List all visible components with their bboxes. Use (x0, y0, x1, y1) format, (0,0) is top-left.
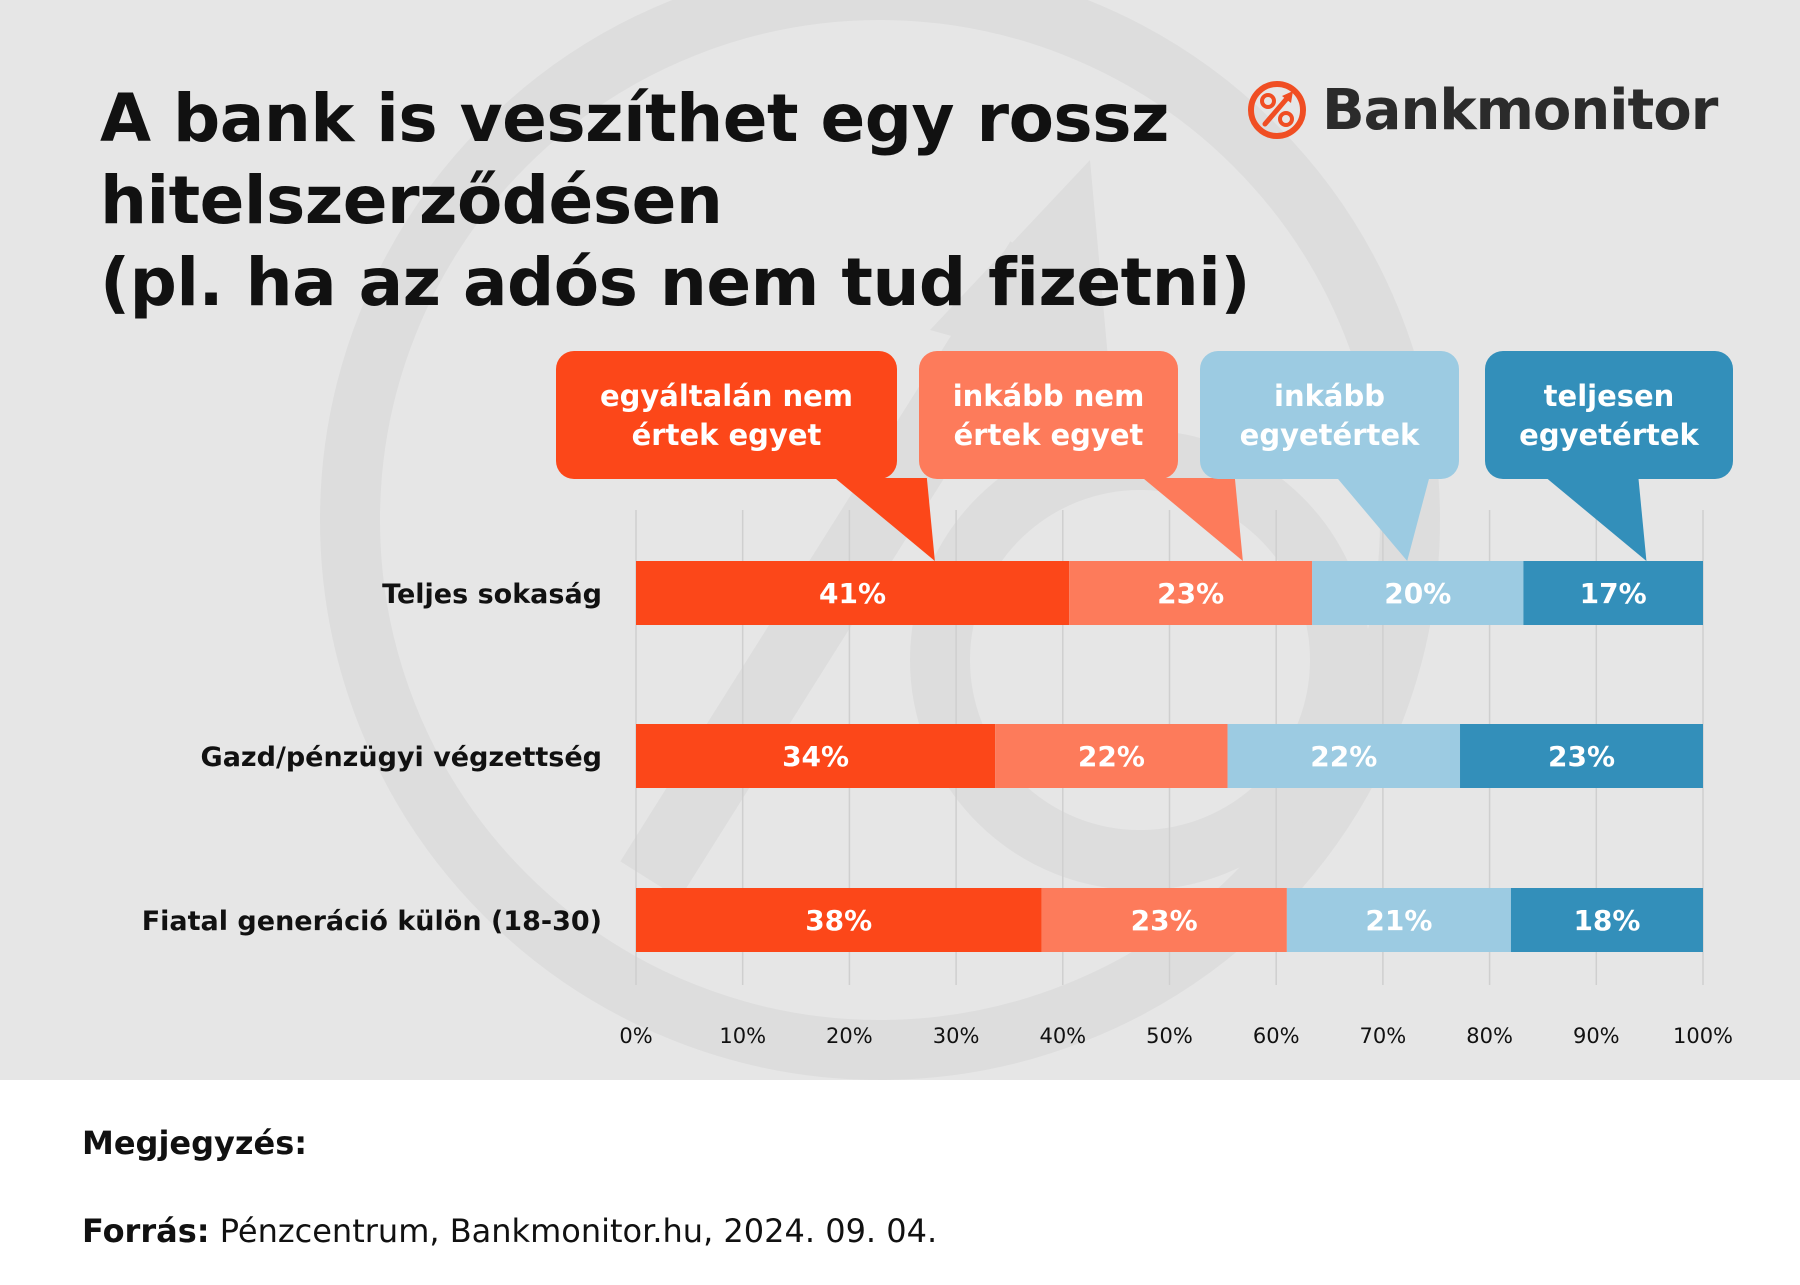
data-label: 22% (1078, 740, 1145, 773)
callout-pointer (1337, 478, 1430, 561)
callout-pointer (834, 478, 935, 561)
x-tick-label: 80% (1466, 1024, 1513, 1048)
source-text: Pénzcentrum, Bankmonitor.hu, 2024. 09. 0… (209, 1212, 938, 1250)
callout-pointer (1142, 478, 1243, 561)
bar-segment (1523, 561, 1703, 625)
category-label: Gazd/pénzügyi végzettség (201, 742, 602, 773)
bar-segment (1460, 724, 1703, 788)
callout-box (1200, 351, 1459, 479)
data-label: 21% (1365, 904, 1432, 937)
data-label: 22% (1310, 740, 1377, 773)
data-label: 38% (805, 904, 872, 937)
data-label: 17% (1580, 577, 1647, 610)
source-label: Forrás: (82, 1212, 210, 1250)
callout-box (556, 351, 897, 479)
bar-segment (1041, 888, 1287, 952)
legend-label: egyetértek (1240, 418, 1420, 452)
legend-label: egyetértek (1519, 418, 1699, 452)
data-label: 34% (782, 740, 849, 773)
bar-segment (1312, 561, 1524, 625)
bar-segment (995, 724, 1228, 788)
chart-title: A bank is veszíthet egy rossz hitelszerz… (100, 78, 1260, 324)
legend-label: egyáltalán nem (600, 379, 853, 413)
callout-box (919, 351, 1178, 479)
note-label: Megjegyzés: (82, 1124, 308, 1162)
x-tick-label: 60% (1253, 1024, 1300, 1048)
callout-pointer (1546, 478, 1647, 561)
data-label: 23% (1131, 904, 1198, 937)
bar-segment (636, 888, 1042, 952)
percent-circle-icon (1248, 81, 1306, 139)
x-tick-label: 20% (826, 1024, 873, 1048)
bar-segment (1510, 888, 1703, 952)
legend-callout: egyáltalán nem értek egyet (556, 351, 935, 561)
category-label: Fiatal generáció külön (18-30) (142, 906, 602, 937)
x-tick-label: 10% (719, 1024, 766, 1048)
legend-callout: teljesen egyetértek (1485, 351, 1733, 561)
bar-segment (1286, 888, 1511, 952)
legend-callout: inkább nem értek egyet (919, 351, 1243, 561)
x-tick-label: 0% (619, 1024, 652, 1048)
x-tick-label: 90% (1573, 1024, 1620, 1048)
data-label: 23% (1157, 577, 1224, 610)
x-tick-label: 100% (1673, 1024, 1733, 1048)
data-label: 41% (819, 577, 886, 610)
x-tick-label: 40% (1039, 1024, 1086, 1048)
title-line-2: hitelszerződésen (100, 162, 723, 239)
chart-panel: A bank is veszíthet egy rossz hitelszerz… (0, 0, 1800, 1080)
legend-callout: inkább egyetértek (1200, 351, 1459, 561)
legend-label: inkább nem (953, 379, 1145, 413)
title-line-1: A bank is veszíthet egy rossz (100, 80, 1169, 157)
logo-text: Bankmonitor (1322, 78, 1718, 143)
bar-segment (1069, 561, 1313, 625)
x-tick-label: 70% (1360, 1024, 1407, 1048)
source-line: Forrás: Pénzcentrum, Bankmonitor.hu, 202… (82, 1212, 937, 1250)
legend-label: teljesen (1544, 379, 1675, 413)
title-line-3: (pl. ha az adós nem tud fizetni) (100, 244, 1251, 321)
bar-segment (636, 561, 1070, 625)
legend-label: inkább (1274, 379, 1385, 413)
legend-label: értek egyet (954, 418, 1144, 452)
callout-box (1485, 351, 1733, 479)
bar-segment (1227, 724, 1461, 788)
x-tick-label: 30% (933, 1024, 980, 1048)
data-label: 18% (1573, 904, 1640, 937)
legend-label: értek egyet (632, 418, 822, 452)
data-label: 20% (1384, 577, 1451, 610)
x-tick-label: 50% (1146, 1024, 1193, 1048)
bar-segment (636, 724, 996, 788)
data-label: 23% (1548, 740, 1615, 773)
stacked-bar-chart: egyáltalán nem értek egyet inkább nem értek… (142, 351, 1733, 1048)
category-label: Teljes sokaság (382, 579, 602, 610)
